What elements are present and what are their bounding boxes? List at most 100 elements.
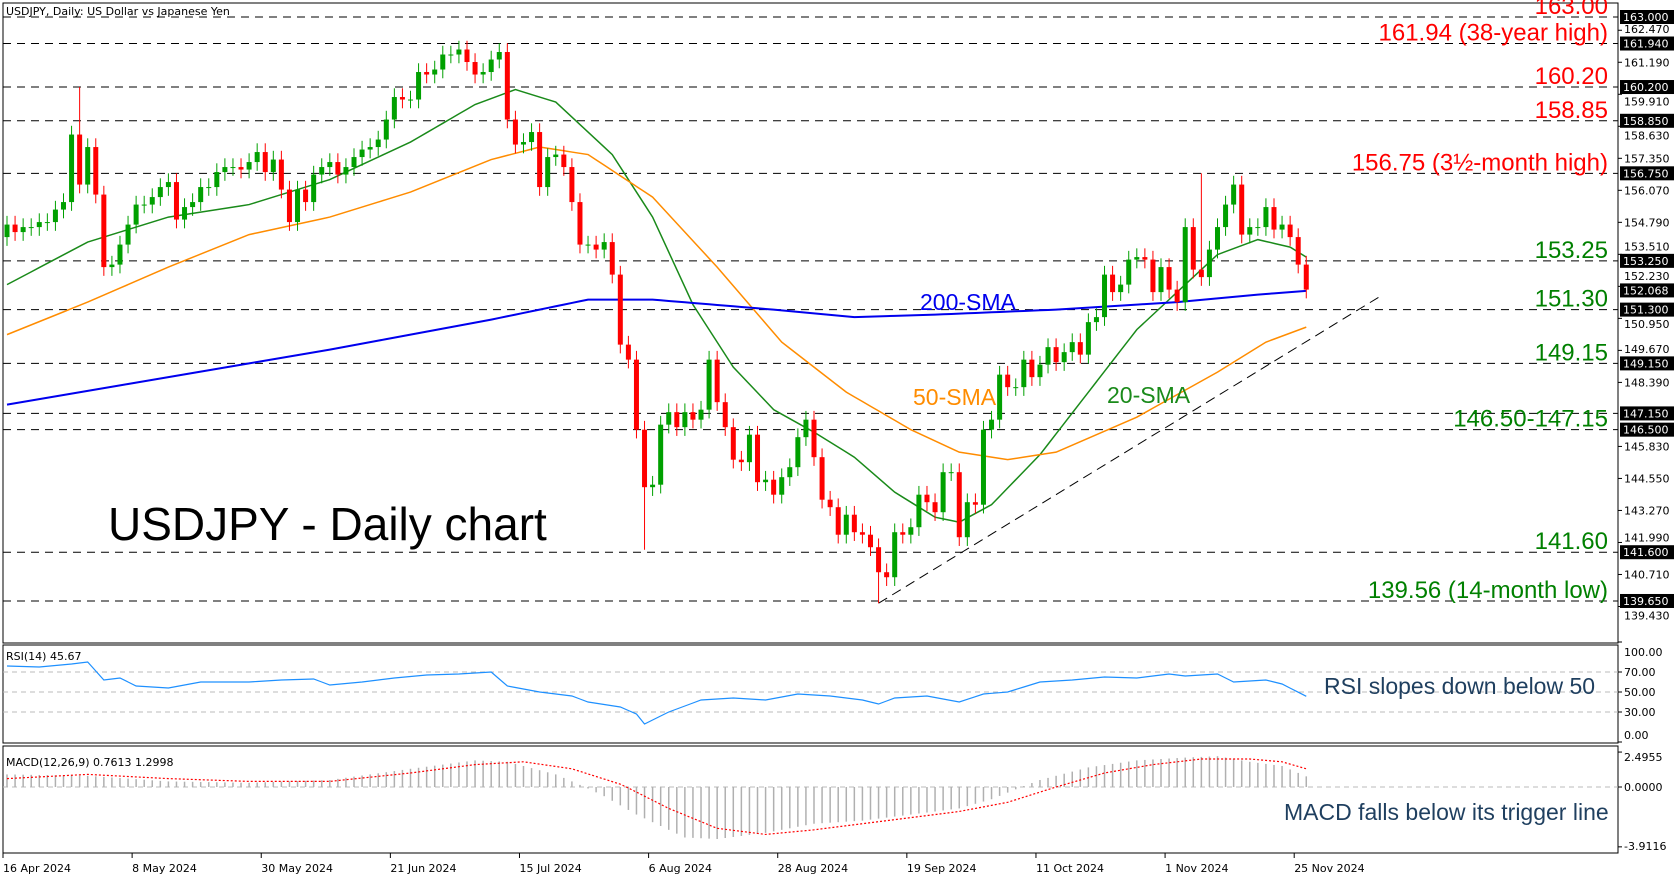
candle-body [1279,224,1285,230]
candle [787,458,793,486]
candle [900,523,906,544]
candle-body [512,119,518,145]
candle [230,158,236,176]
level-price-label: 146.500 [1623,424,1669,437]
candle-body [1029,359,1035,378]
candle [149,188,155,214]
candle-body [1085,322,1091,355]
level-price-label: 149.150 [1623,357,1669,370]
candle [932,493,938,521]
candle-body [101,194,107,268]
x-tick-label: 19 Sep 2024 [907,862,977,875]
macd-annotation: MACD falls below its trigger line [1284,799,1609,825]
candle-body [238,167,244,170]
candle [593,235,599,259]
candle [464,40,470,71]
candle [633,350,639,439]
rsi-title: RSI(14) 45.67 [6,650,81,663]
candle-body [1206,249,1212,278]
level-label: 160.20 [1535,63,1608,90]
macd-tick-label: 0.0000 [1624,781,1663,794]
candle-body [1166,267,1172,290]
candle [666,403,672,434]
candle-body [980,429,986,505]
candle-body [4,224,10,238]
candle-body [20,227,26,233]
x-tick-label: 25 Nov 2024 [1294,862,1364,875]
candle-body [1190,227,1196,270]
candle [827,490,833,516]
candle-body [109,264,115,268]
candle [795,428,801,476]
candle [448,45,454,64]
candle [1303,255,1309,299]
candle [529,123,535,151]
candle [408,90,413,109]
candle [1190,218,1196,279]
candle [286,180,292,231]
level-price-label: 163.000 [1623,11,1669,24]
candle [835,498,841,544]
candle [327,153,333,176]
rsi-tick-label: 100.00 [1624,646,1663,659]
level-price-label: 153.250 [1623,255,1669,268]
x-tick-label: 11 Oct 2024 [1036,862,1104,875]
candle-body [851,514,857,533]
candle [214,163,220,196]
candle-body [948,472,954,474]
candle [1013,378,1019,396]
candle [424,63,430,84]
candle [496,43,502,69]
candle-body [93,147,99,195]
candle-body [125,224,131,245]
candle-body [1110,274,1116,293]
candle-body [432,69,438,75]
candle-body [440,54,446,70]
y-tick-label: 149.670 [1624,343,1670,356]
candle [706,350,712,419]
candle [892,523,898,586]
candle [472,53,478,84]
candle [206,178,212,196]
y-tick-label: 154.790 [1624,216,1670,229]
candle-body [1150,259,1156,293]
candle-body [545,157,551,188]
candle-body [956,472,962,538]
sma50-label: 50-SMA [913,384,997,410]
candle-body [859,532,865,535]
candle-body [625,344,631,360]
candle [658,415,664,494]
candle [182,198,188,229]
level-price-label: 160.200 [1623,81,1669,94]
candle-body [585,244,591,246]
candle [12,215,18,241]
candle [173,173,179,229]
candle [948,463,954,481]
candle [391,88,397,129]
candle [141,195,147,214]
x-tick-label: 1 Nov 2024 [1165,862,1228,875]
level-label: 149.15 [1535,339,1608,366]
candle [109,255,115,276]
candle [851,505,857,541]
rsi-panel [2,644,1619,744]
candle [1069,333,1075,361]
level-price-tag [1620,545,1674,560]
candle-body [1158,267,1164,293]
candle [674,403,680,436]
candle [698,400,704,429]
candle [456,40,462,64]
candle [980,420,986,514]
candle [262,143,268,181]
rsi-tick-label: 50.00 [1624,686,1656,699]
candle [512,110,518,154]
candle-body [464,49,470,63]
y-tick-label: 159.910 [1624,96,1670,109]
candle-body [1069,342,1075,353]
candle-body [674,412,680,428]
candle-body [1077,342,1083,355]
candle-body [1118,284,1124,293]
candle-body [472,62,478,75]
candle [359,140,365,166]
candle-body [577,202,583,245]
